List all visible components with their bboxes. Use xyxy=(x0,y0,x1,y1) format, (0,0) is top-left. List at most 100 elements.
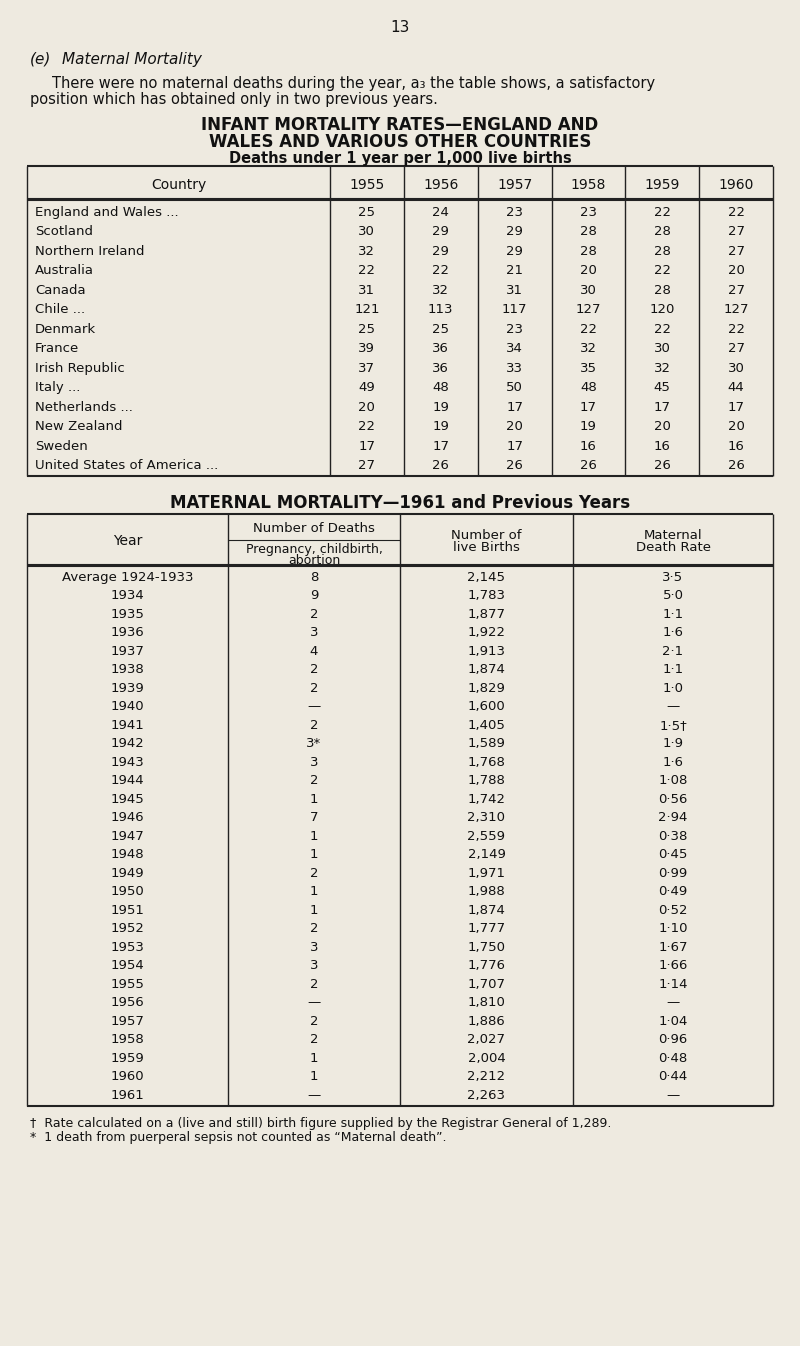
Text: 0·49: 0·49 xyxy=(658,886,688,899)
Text: 22: 22 xyxy=(580,323,597,335)
Text: 1946: 1946 xyxy=(110,812,144,825)
Text: 8: 8 xyxy=(310,571,318,584)
Text: 7: 7 xyxy=(310,812,318,825)
Text: 1,783: 1,783 xyxy=(467,590,506,603)
Text: 113: 113 xyxy=(428,303,454,316)
Text: 1961: 1961 xyxy=(110,1089,144,1102)
Text: 26: 26 xyxy=(580,459,597,472)
Text: 28: 28 xyxy=(654,245,670,257)
Text: United States of America ...: United States of America ... xyxy=(35,459,218,472)
Text: France: France xyxy=(35,342,79,355)
Text: 21: 21 xyxy=(506,264,523,277)
Text: 1,788: 1,788 xyxy=(467,774,506,787)
Text: 1,776: 1,776 xyxy=(467,960,506,972)
Text: Maternal: Maternal xyxy=(644,529,702,542)
Text: 36: 36 xyxy=(432,342,449,355)
Text: 1,750: 1,750 xyxy=(467,941,506,954)
Text: 25: 25 xyxy=(358,206,375,218)
Text: Year: Year xyxy=(113,534,142,548)
Text: 30: 30 xyxy=(728,362,745,374)
Text: Country: Country xyxy=(151,178,206,192)
Text: 2: 2 xyxy=(310,1034,318,1046)
Text: New Zealand: New Zealand xyxy=(35,420,122,433)
Text: 1,913: 1,913 xyxy=(467,645,506,658)
Text: 0·96: 0·96 xyxy=(658,1034,688,1046)
Text: 1,742: 1,742 xyxy=(467,793,506,806)
Text: 20: 20 xyxy=(506,420,523,433)
Text: 2,212: 2,212 xyxy=(467,1070,506,1084)
Text: 1,405: 1,405 xyxy=(467,719,506,732)
Text: abortion: abortion xyxy=(288,555,340,567)
Text: 1953: 1953 xyxy=(110,941,145,954)
Text: 1: 1 xyxy=(310,848,318,861)
Text: INFANT MORTALITY RATES—ENGLAND AND: INFANT MORTALITY RATES—ENGLAND AND xyxy=(202,116,598,135)
Text: 9: 9 xyxy=(310,590,318,603)
Text: 20: 20 xyxy=(728,420,745,433)
Text: Northern Ireland: Northern Ireland xyxy=(35,245,145,257)
Text: 1945: 1945 xyxy=(110,793,144,806)
Text: 22: 22 xyxy=(358,420,375,433)
Text: 1950: 1950 xyxy=(110,886,144,899)
Text: 1,874: 1,874 xyxy=(467,905,506,917)
Text: 3: 3 xyxy=(310,960,318,972)
Text: 26: 26 xyxy=(728,459,745,472)
Text: 17: 17 xyxy=(506,401,523,413)
Text: 1959: 1959 xyxy=(645,178,680,192)
Text: Maternal Mortality: Maternal Mortality xyxy=(62,52,202,67)
Text: 16: 16 xyxy=(654,440,670,452)
Text: 3·5: 3·5 xyxy=(662,571,683,584)
Text: 1: 1 xyxy=(310,793,318,806)
Text: 1937: 1937 xyxy=(110,645,145,658)
Text: 127: 127 xyxy=(576,303,601,316)
Text: 2: 2 xyxy=(310,1015,318,1028)
Text: 1952: 1952 xyxy=(110,922,145,935)
Text: 1947: 1947 xyxy=(110,830,144,843)
Text: 3: 3 xyxy=(310,756,318,769)
Text: 20: 20 xyxy=(728,264,745,277)
Text: 1,874: 1,874 xyxy=(467,664,506,677)
Text: 1·6: 1·6 xyxy=(662,756,683,769)
Text: 48: 48 xyxy=(580,381,597,394)
Text: 27: 27 xyxy=(727,245,745,257)
Text: 1,877: 1,877 xyxy=(467,608,506,621)
Text: 2: 2 xyxy=(310,979,318,991)
Text: 25: 25 xyxy=(432,323,450,335)
Text: 26: 26 xyxy=(506,459,523,472)
Text: 1959: 1959 xyxy=(110,1053,144,1065)
Text: 33: 33 xyxy=(506,362,523,374)
Text: —: — xyxy=(307,996,321,1010)
Text: 28: 28 xyxy=(654,284,670,296)
Text: 1: 1 xyxy=(310,830,318,843)
Text: 17: 17 xyxy=(654,401,670,413)
Text: 1·0: 1·0 xyxy=(662,682,683,695)
Text: 39: 39 xyxy=(358,342,375,355)
Text: 27: 27 xyxy=(358,459,375,472)
Text: (e): (e) xyxy=(30,52,51,67)
Text: Average 1924-1933: Average 1924-1933 xyxy=(62,571,194,584)
Text: 32: 32 xyxy=(580,342,597,355)
Text: 1·04: 1·04 xyxy=(658,1015,688,1028)
Text: 1·08: 1·08 xyxy=(658,774,688,787)
Text: MATERNAL MORTALITY—1961 and Previous Years: MATERNAL MORTALITY—1961 and Previous Yea… xyxy=(170,494,630,511)
Text: 50: 50 xyxy=(506,381,523,394)
Text: 29: 29 xyxy=(432,225,449,238)
Text: —: — xyxy=(307,700,321,713)
Text: 26: 26 xyxy=(432,459,449,472)
Text: 27: 27 xyxy=(727,284,745,296)
Text: 1934: 1934 xyxy=(110,590,144,603)
Text: 30: 30 xyxy=(580,284,597,296)
Text: Netherlands ...: Netherlands ... xyxy=(35,401,133,413)
Text: 2: 2 xyxy=(310,867,318,880)
Text: 2·1: 2·1 xyxy=(662,645,683,658)
Text: 5·0: 5·0 xyxy=(662,590,683,603)
Text: Denmark: Denmark xyxy=(35,323,96,335)
Text: 22: 22 xyxy=(654,323,670,335)
Text: 1958: 1958 xyxy=(570,178,606,192)
Text: 17: 17 xyxy=(506,440,523,452)
Text: 121: 121 xyxy=(354,303,380,316)
Text: 2,027: 2,027 xyxy=(467,1034,506,1046)
Text: Sweden: Sweden xyxy=(35,440,88,452)
Text: 16: 16 xyxy=(580,440,597,452)
Text: —: — xyxy=(666,700,680,713)
Text: 1: 1 xyxy=(310,1070,318,1084)
